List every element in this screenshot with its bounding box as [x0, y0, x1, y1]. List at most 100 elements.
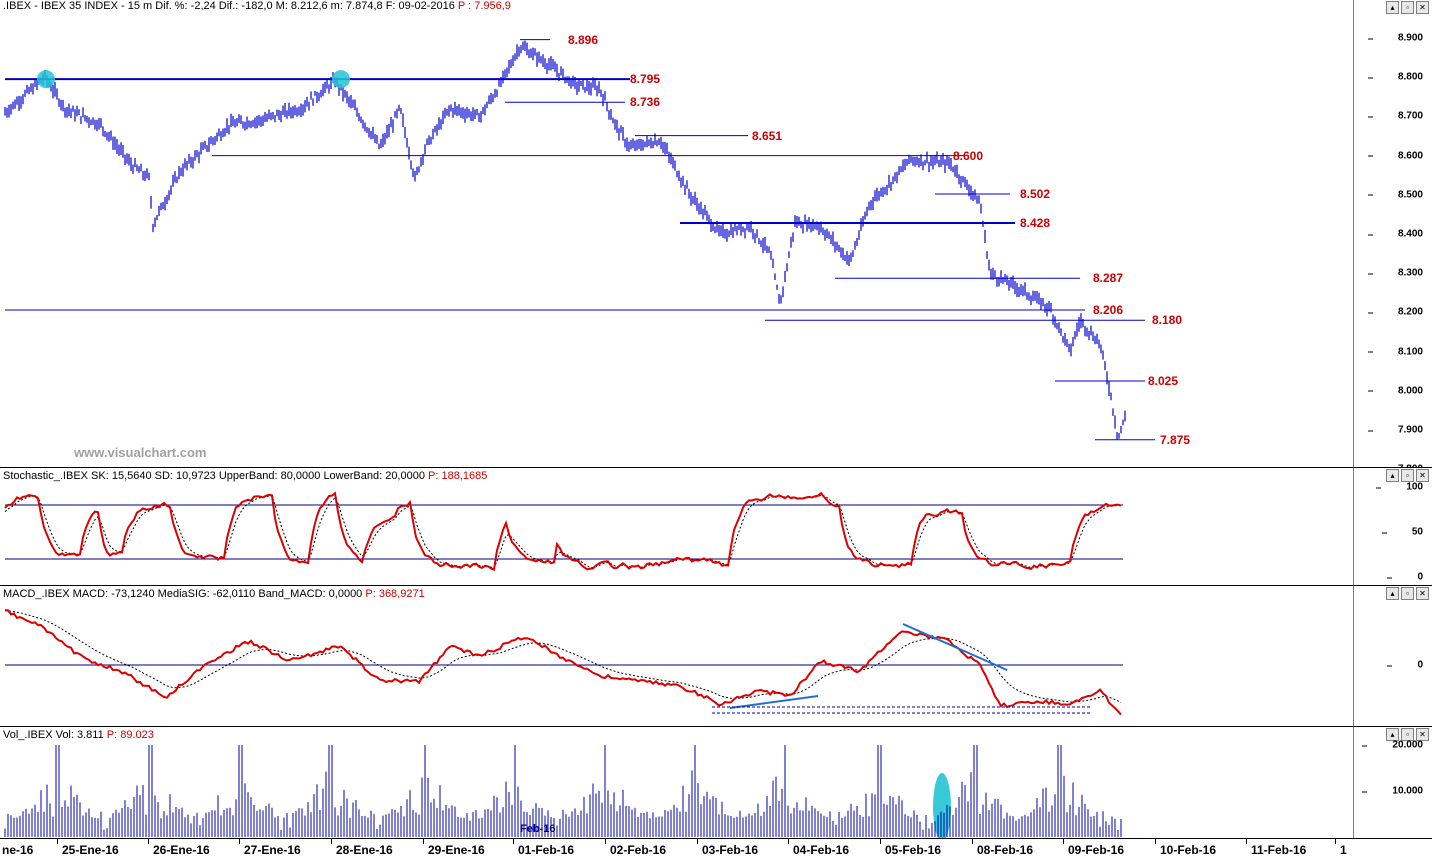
- price-window-controls: ▴ ▫ ✕: [1386, 1, 1429, 14]
- volume-header: Vol_.IBEX Vol: 3.811 P: 89.023: [3, 729, 154, 741]
- price-y-tick: 8.000: [1367, 385, 1423, 397]
- x-axis-tick: [331, 839, 332, 844]
- volume-plot-area: Vol_.IBEX Vol: 3.811 P: 89.023: [0, 727, 1353, 839]
- highlight-marker: [332, 70, 350, 89]
- macd-window-controls: ▴ ▫ ✕: [1386, 587, 1429, 600]
- stochastic-window-controls: ▴ ▫ ✕: [1386, 469, 1429, 482]
- price-y-axis: ▴ ▫ ✕ 8.900 8.800 8.700 8.600 8.500 8.400 8.30…: [1353, 0, 1432, 475]
- x-axis-label: 26-Ene-16: [153, 843, 210, 857]
- minimize-icon[interactable]: ▴: [1386, 728, 1399, 741]
- x-axis-label: 03-Feb-16: [702, 843, 759, 857]
- x-axis-tick: [880, 839, 881, 844]
- maximize-icon[interactable]: ▫: [1401, 469, 1414, 482]
- macd-plot-area: MACD_.IBEX MACD: -73,1240 MediaSIG: -62,…: [0, 586, 1353, 727]
- stochastic-header-text: Stochastic_.IBEX SK: 15,5640 SD: 10,9723…: [3, 470, 425, 482]
- stochastic-sd-line: [4, 494, 1122, 569]
- stochastic-sk-line: [4, 491, 1122, 572]
- close-icon[interactable]: ✕: [1416, 1, 1429, 14]
- price-y-tick: 8.900: [1367, 32, 1423, 44]
- price-chart: [4, 39, 1155, 441]
- close-icon[interactable]: ✕: [1416, 469, 1429, 482]
- price-y-tick: 8.500: [1367, 189, 1423, 201]
- x-axis-label: 27-Ene-16: [244, 843, 301, 857]
- volume-header-text: Vol_.IBEX Vol: 3.811: [3, 729, 104, 741]
- x-axis-label: 1: [1340, 843, 1347, 857]
- price-plot-area: .IBEX - IBEX 35 INDEX - 15 m Dif. %: -2,…: [3, 0, 1191, 460]
- maximize-icon[interactable]: ▫: [1401, 728, 1414, 741]
- macd-y-tick: 0: [1389, 659, 1423, 671]
- volume-chart: [4, 745, 1122, 839]
- stochastic-header-p: P: 188,1685: [428, 470, 488, 482]
- x-axis-tick: [697, 839, 698, 844]
- x-axis-tick: [1246, 839, 1247, 844]
- x-axis-label: 09-Feb-16: [1068, 843, 1125, 857]
- x-axis-tick: [423, 839, 424, 844]
- level-label: 8.287: [1093, 271, 1124, 286]
- volume-y-axis: ▴ ▫ ✕ 20.000 10.000: [1353, 727, 1432, 839]
- x-axis-label: 02-Feb-16: [610, 843, 667, 857]
- price-header-text: .IBEX - IBEX 35 INDEX - 15 m Dif. %: -2,…: [3, 0, 455, 12]
- x-axis-label: 29-Ene-16: [428, 843, 485, 857]
- x-axis-tick: [972, 839, 973, 844]
- x-axis-tick: [788, 839, 789, 844]
- close-icon[interactable]: ✕: [1416, 587, 1429, 600]
- volume-bars: [4, 745, 1122, 837]
- watermark: www.visualchart.com: [74, 445, 207, 460]
- volume-window-controls: ▴ ▫ ✕: [1386, 728, 1429, 741]
- macd-header: MACD_.IBEX MACD: -73,1240 MediaSIG: -62,…: [3, 588, 425, 600]
- macd-header-p: P: 368,9271: [365, 588, 425, 600]
- level-label: 8.502: [1020, 187, 1051, 202]
- macd-line: [5, 609, 1122, 716]
- x-axis-tick: [57, 839, 58, 844]
- price-y-tick: 8.200: [1367, 306, 1423, 318]
- stochastic-y-tick: 50: [1381, 526, 1423, 538]
- price-y-tick: 8.400: [1367, 228, 1423, 240]
- level-label: 8.651: [752, 128, 783, 143]
- price-bars: [4, 40, 1126, 440]
- stochastic-plot-area: Stochastic_.IBEX SK: 15,5640 SD: 10,9723…: [0, 468, 1353, 587]
- x-axis-label: 28-Ene-16: [336, 843, 393, 857]
- x-axis-label: 25-Ene-16: [62, 843, 119, 857]
- volume-header-p: P: 89.023: [106, 729, 154, 741]
- stochastic-header: Stochastic_.IBEX SK: 15,5640 SD: 10,9723…: [3, 470, 487, 482]
- macd-trendline: [902, 623, 1008, 671]
- level-label: 8.896: [568, 32, 599, 47]
- level-label: 8.206: [1093, 303, 1124, 318]
- volume-y-tick: 10.000: [1362, 785, 1423, 797]
- maximize-icon[interactable]: ▫: [1401, 587, 1414, 600]
- macd-panel: MACD_.IBEX MACD: -73,1240 MediaSIG: -62,…: [0, 585, 1432, 727]
- stochastic-y-tick: 100: [1376, 481, 1423, 493]
- macd-chart: [4, 609, 1123, 716]
- volume-y-tick: 20.000: [1362, 739, 1423, 751]
- stochastic-y-tick: 0: [1389, 571, 1423, 583]
- price-header-p: P : 7.956,9: [457, 0, 511, 12]
- price-y-tick: 8.300: [1367, 267, 1423, 279]
- x-axis-tick: [239, 839, 240, 844]
- level-label: 8.428: [1020, 216, 1051, 231]
- x-axis-label: 10-Feb-16: [1160, 843, 1217, 857]
- x-axis-tick: [1155, 839, 1156, 844]
- level-label: 8.025: [1148, 374, 1179, 388]
- x-axis-tick: [605, 839, 606, 844]
- stochastic-y-axis: ▴ ▫ ✕ 100 50 0: [1353, 468, 1432, 587]
- minimize-icon[interactable]: ▴: [1386, 587, 1399, 600]
- price-y-tick: 7.900: [1367, 424, 1423, 436]
- level-label: 8.600: [953, 148, 984, 163]
- macd-y-axis: ▴ ▫ ✕ 0: [1353, 586, 1432, 727]
- minimize-icon[interactable]: ▴: [1386, 469, 1399, 482]
- maximize-icon[interactable]: ▫: [1401, 1, 1414, 14]
- x-axis-label: ne-16: [2, 843, 34, 857]
- price-y-tick: 8.800: [1367, 71, 1423, 83]
- stochastic-panel: Stochastic_.IBEX SK: 15,5640 SD: 10,9723…: [0, 467, 1432, 587]
- level-label: 8.795: [630, 72, 661, 87]
- stochastic-chart: [4, 491, 1123, 572]
- x-axis-label: 01-Feb-16: [518, 843, 575, 857]
- price-y-tick: 8.700: [1367, 110, 1423, 122]
- x-axis-tick: [513, 839, 514, 844]
- x-axis-tick: [1063, 839, 1064, 844]
- minimize-icon[interactable]: ▴: [1386, 1, 1399, 14]
- close-icon[interactable]: ✕: [1416, 728, 1429, 741]
- level-label: 8.736: [630, 95, 661, 110]
- volume-highlight: [933, 773, 951, 839]
- level-label: 7.875: [1160, 432, 1191, 447]
